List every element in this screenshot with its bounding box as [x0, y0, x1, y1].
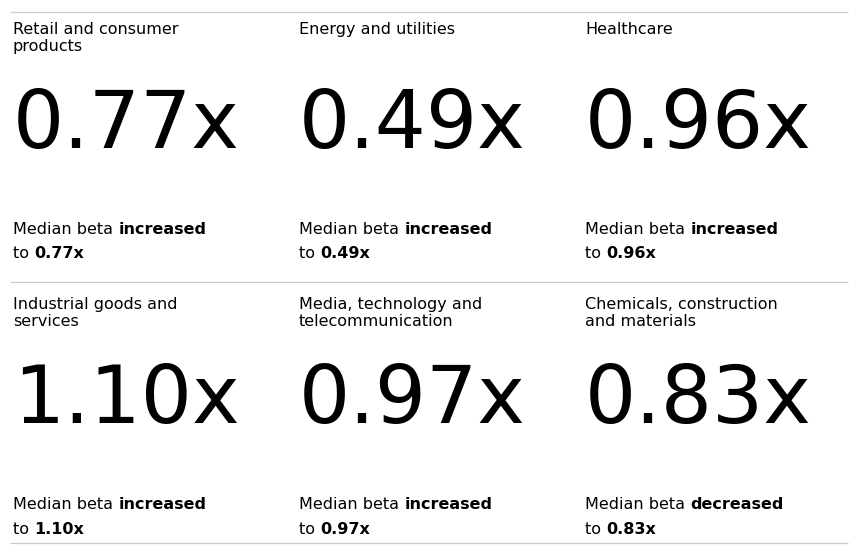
Text: 0.49x: 0.49x [320, 246, 370, 261]
Text: Industrial goods and
services: Industrial goods and services [13, 297, 178, 330]
Text: increased: increased [404, 497, 492, 512]
Text: to: to [299, 522, 320, 537]
Text: to: to [299, 246, 320, 261]
Text: Median beta: Median beta [585, 222, 690, 237]
Text: 0.77x: 0.77x [13, 87, 240, 165]
Text: increased: increased [404, 222, 492, 237]
Text: Energy and utilities: Energy and utilities [299, 22, 455, 37]
Text: 0.49x: 0.49x [299, 87, 526, 165]
Text: Chemicals, construction
and materials: Chemicals, construction and materials [585, 297, 777, 330]
Text: Median beta: Median beta [299, 222, 404, 237]
Text: Media, technology and
telecommunication: Media, technology and telecommunication [299, 297, 482, 330]
Text: increased: increased [690, 222, 778, 237]
Text: Median beta: Median beta [13, 497, 118, 512]
Text: decreased: decreased [690, 497, 783, 512]
Text: to: to [13, 522, 34, 537]
Text: 0.77x: 0.77x [34, 246, 84, 261]
Text: 0.96x: 0.96x [585, 87, 812, 165]
Text: to: to [13, 246, 34, 261]
Text: to: to [585, 246, 606, 261]
Text: to: to [585, 522, 606, 537]
Text: Retail and consumer
products: Retail and consumer products [13, 22, 178, 54]
Text: 1.10x: 1.10x [13, 362, 239, 440]
Text: Median beta: Median beta [585, 497, 690, 512]
Text: 0.96x: 0.96x [606, 246, 656, 261]
Text: increased: increased [118, 497, 206, 512]
Text: 0.97x: 0.97x [299, 362, 526, 440]
Text: 0.83x: 0.83x [606, 522, 656, 537]
Text: 0.83x: 0.83x [585, 362, 812, 440]
Text: 1.10x: 1.10x [34, 522, 84, 537]
Text: 0.97x: 0.97x [320, 522, 370, 537]
Text: Healthcare: Healthcare [585, 22, 673, 37]
Text: increased: increased [118, 222, 206, 237]
Text: Median beta: Median beta [299, 497, 404, 512]
Text: Median beta: Median beta [13, 222, 118, 237]
